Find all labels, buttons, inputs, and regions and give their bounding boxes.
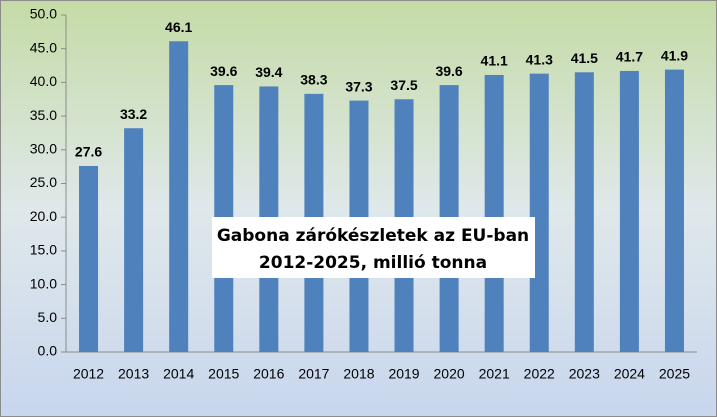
- x-tick-label: 2012: [73, 366, 104, 382]
- x-tick-label: 2014: [163, 366, 194, 382]
- chart-subtitle: 2012-2025, millió tonna: [259, 253, 487, 273]
- x-tick-label: 2023: [569, 366, 600, 382]
- y-tick-label: 50.0: [30, 6, 57, 22]
- value-label: 41.9: [661, 47, 688, 63]
- x-tick-label: 2018: [343, 366, 374, 382]
- y-tick-label: 35.0: [30, 107, 57, 123]
- x-tick-label: 2024: [614, 366, 645, 382]
- y-tick-label: 25.0: [30, 174, 57, 190]
- bar: [574, 72, 594, 352]
- x-tick-label: 2020: [434, 366, 465, 382]
- value-label: 37.5: [390, 77, 417, 93]
- y-tick-label: 45.0: [30, 39, 57, 55]
- value-label: 39.6: [210, 63, 237, 79]
- y-tick-label: 0.0: [38, 343, 58, 359]
- chart-title: Gabona zárókészletek az EU-ban: [217, 226, 529, 246]
- y-tick-label: 30.0: [30, 141, 57, 157]
- y-tick-label: 40.0: [30, 73, 57, 89]
- y-tick-label: 10.0: [30, 275, 57, 291]
- x-tick-label: 2022: [524, 366, 555, 382]
- bar: [529, 73, 549, 352]
- bar: [664, 69, 684, 353]
- bar: [124, 128, 144, 352]
- bar: [619, 70, 639, 352]
- value-label: 39.4: [255, 64, 282, 80]
- value-label: 41.5: [571, 50, 598, 66]
- value-label: 46.1: [165, 19, 192, 35]
- x-tick-label: 2025: [659, 366, 690, 382]
- value-label: 41.1: [481, 53, 508, 69]
- x-tick-label: 2016: [253, 366, 284, 382]
- title-box: [212, 217, 535, 278]
- x-tick-label: 2019: [388, 366, 419, 382]
- x-tick-label: 2015: [208, 366, 239, 382]
- bar: [79, 165, 99, 352]
- x-tick-label: 2021: [479, 366, 510, 382]
- x-tick-label: 2017: [298, 366, 329, 382]
- value-label: 41.7: [616, 49, 643, 65]
- value-label: 27.6: [75, 144, 102, 160]
- value-label: 37.3: [345, 78, 372, 94]
- bar: [484, 74, 504, 353]
- value-label: 39.6: [435, 63, 462, 79]
- value-label: 38.3: [300, 72, 327, 88]
- x-tick-label: 2013: [118, 366, 149, 382]
- y-tick-label: 5.0: [38, 309, 58, 325]
- y-tick-label: 15.0: [30, 242, 57, 258]
- value-label: 33.2: [120, 106, 147, 122]
- value-label: 41.3: [526, 51, 553, 67]
- y-tick-label: 20.0: [30, 208, 57, 224]
- bar: [169, 41, 189, 352]
